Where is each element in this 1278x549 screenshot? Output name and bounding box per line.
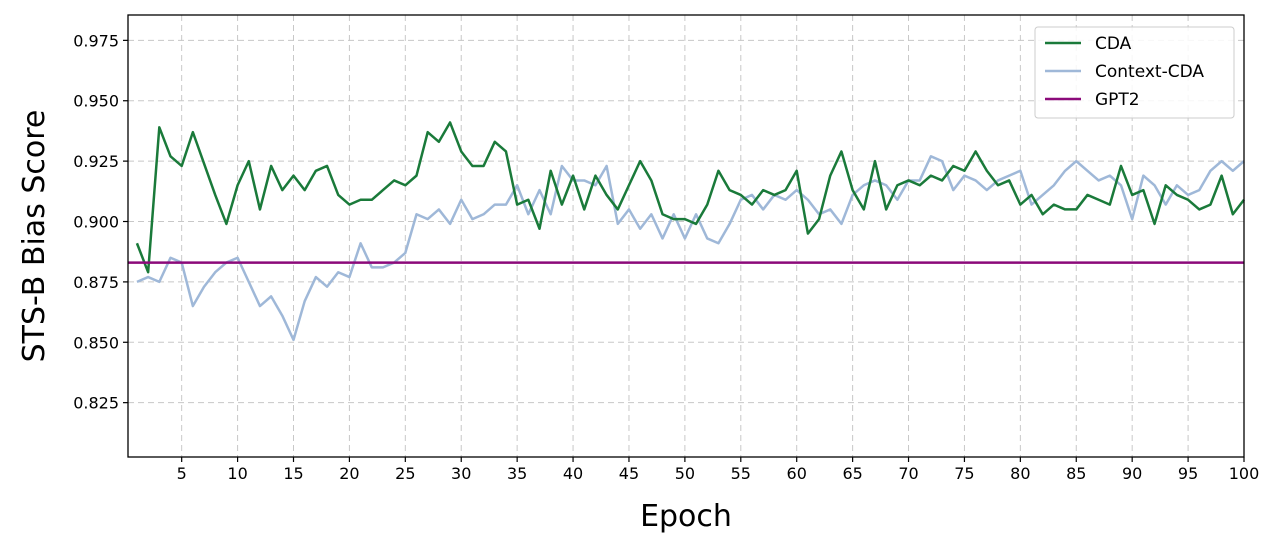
x-tick-label: 20 [339,464,359,483]
x-tick-label: 80 [1010,464,1030,483]
x-axis-label: Epoch [640,499,732,534]
x-tick-label: 40 [563,464,583,483]
x-tick-label: 90 [1122,464,1142,483]
x-tick-label: 70 [898,464,918,483]
x-tick-label: 60 [787,464,807,483]
plot-frame [127,14,1245,458]
series-line-context-cda [136,155,1245,342]
x-tick-label: 45 [619,464,639,483]
x-axis-ticks: 5 10 15 20 25 30 35 40 45 50 55 60 65 70 75 80 85 90 95 100 [177,457,1260,483]
x-tick-label: 30 [451,464,471,483]
y-axis-ticks: 0.825 0.850 0.875 0.900 0.925 0.950 0.975 [73,31,128,413]
y-tick-label: 0.850 [73,333,119,352]
y-tick-label: 0.875 [73,273,119,292]
legend-label-cda: CDA [1095,34,1132,54]
y-tick-label: 0.825 [73,394,119,413]
x-tick-label: 25 [395,464,415,483]
x-tick-label: 65 [842,464,862,483]
x-tick-label: 55 [731,464,751,483]
x-tick-label: 5 [177,464,187,483]
series-line-cda [135,121,1245,274]
legend-label-gpt2: GPT2 [1095,90,1140,110]
x-tick-label: 50 [675,464,695,483]
y-tick-label: 0.925 [73,152,119,171]
x-tick-label: 100 [1229,464,1260,483]
x-tick-label: 10 [227,464,247,483]
x-tick-label: 35 [507,464,527,483]
x-tick-label: 85 [1066,464,1086,483]
y-tick-label: 0.975 [73,31,119,50]
x-tick-label: 95 [1178,464,1198,483]
x-tick-label: 75 [954,464,974,483]
legend: CDA Context-CDA GPT2 [1034,26,1235,119]
series-lines [128,121,1245,342]
legend-label-context-cda: Context-CDA [1095,62,1204,82]
y-tick-label: 0.950 [73,92,119,111]
y-axis-label: STS-B Bias Score [17,110,52,363]
legend-box [1034,26,1235,119]
y-tick-label: 0.900 [73,213,119,232]
x-tick-label: 15 [283,464,303,483]
